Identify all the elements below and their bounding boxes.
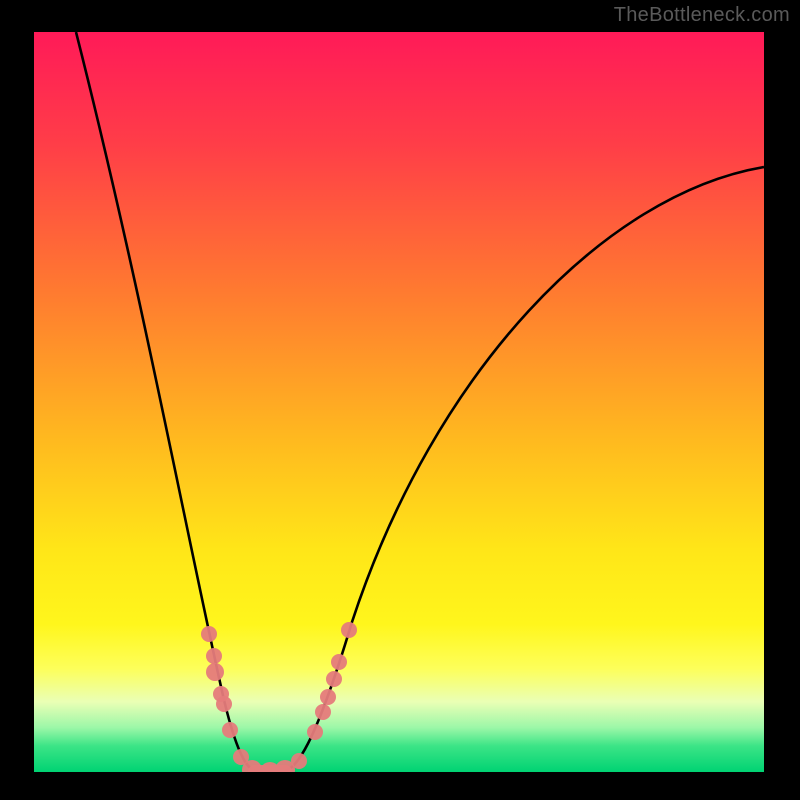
data-marker [206,648,222,664]
chart-container: TheBottleneck.com [0,0,800,800]
data-marker [222,722,238,738]
data-marker [307,724,323,740]
data-marker [216,696,232,712]
watermark-text: TheBottleneck.com [614,4,790,27]
data-marker [341,622,357,638]
data-marker [201,626,217,642]
plot-area [34,32,764,772]
bottleneck-chart-svg [34,32,764,772]
data-marker [320,689,336,705]
data-marker [315,704,331,720]
data-marker [326,671,342,687]
gradient-background [34,32,764,772]
data-marker [331,654,347,670]
data-marker [206,663,224,681]
data-marker [291,753,307,769]
